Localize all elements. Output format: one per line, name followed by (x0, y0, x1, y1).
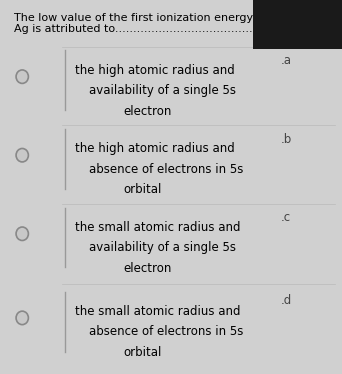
Bar (253, 0, 342, 49)
Text: the small atomic radius and: the small atomic radius and (75, 221, 241, 234)
Text: The low value of the first ionization energy of: The low value of the first ionization en… (14, 13, 267, 23)
Text: absence of electrons in 5s: absence of electrons in 5s (89, 163, 243, 176)
Text: availability of a single 5s: availability of a single 5s (89, 84, 236, 97)
Text: .c: .c (280, 211, 291, 224)
Circle shape (16, 227, 28, 240)
Text: .b: .b (280, 133, 292, 146)
Text: electron: electron (123, 262, 171, 275)
Text: orbital: orbital (123, 346, 161, 359)
Circle shape (16, 148, 28, 162)
Text: Ag is attributed to......................................: Ag is attributed to.....................… (14, 24, 252, 34)
Text: absence of electrons in 5s: absence of electrons in 5s (89, 325, 243, 338)
Text: orbital: orbital (123, 183, 161, 196)
Text: the small atomic radius and: the small atomic radius and (75, 305, 241, 318)
Text: .a: .a (280, 54, 291, 67)
Text: the high atomic radius and: the high atomic radius and (75, 142, 235, 155)
Text: electron: electron (123, 105, 171, 118)
Circle shape (16, 70, 28, 83)
Text: availability of a single 5s: availability of a single 5s (89, 241, 236, 254)
Text: the high atomic radius and: the high atomic radius and (75, 64, 235, 77)
Circle shape (16, 311, 28, 325)
Text: .d: .d (280, 294, 292, 307)
